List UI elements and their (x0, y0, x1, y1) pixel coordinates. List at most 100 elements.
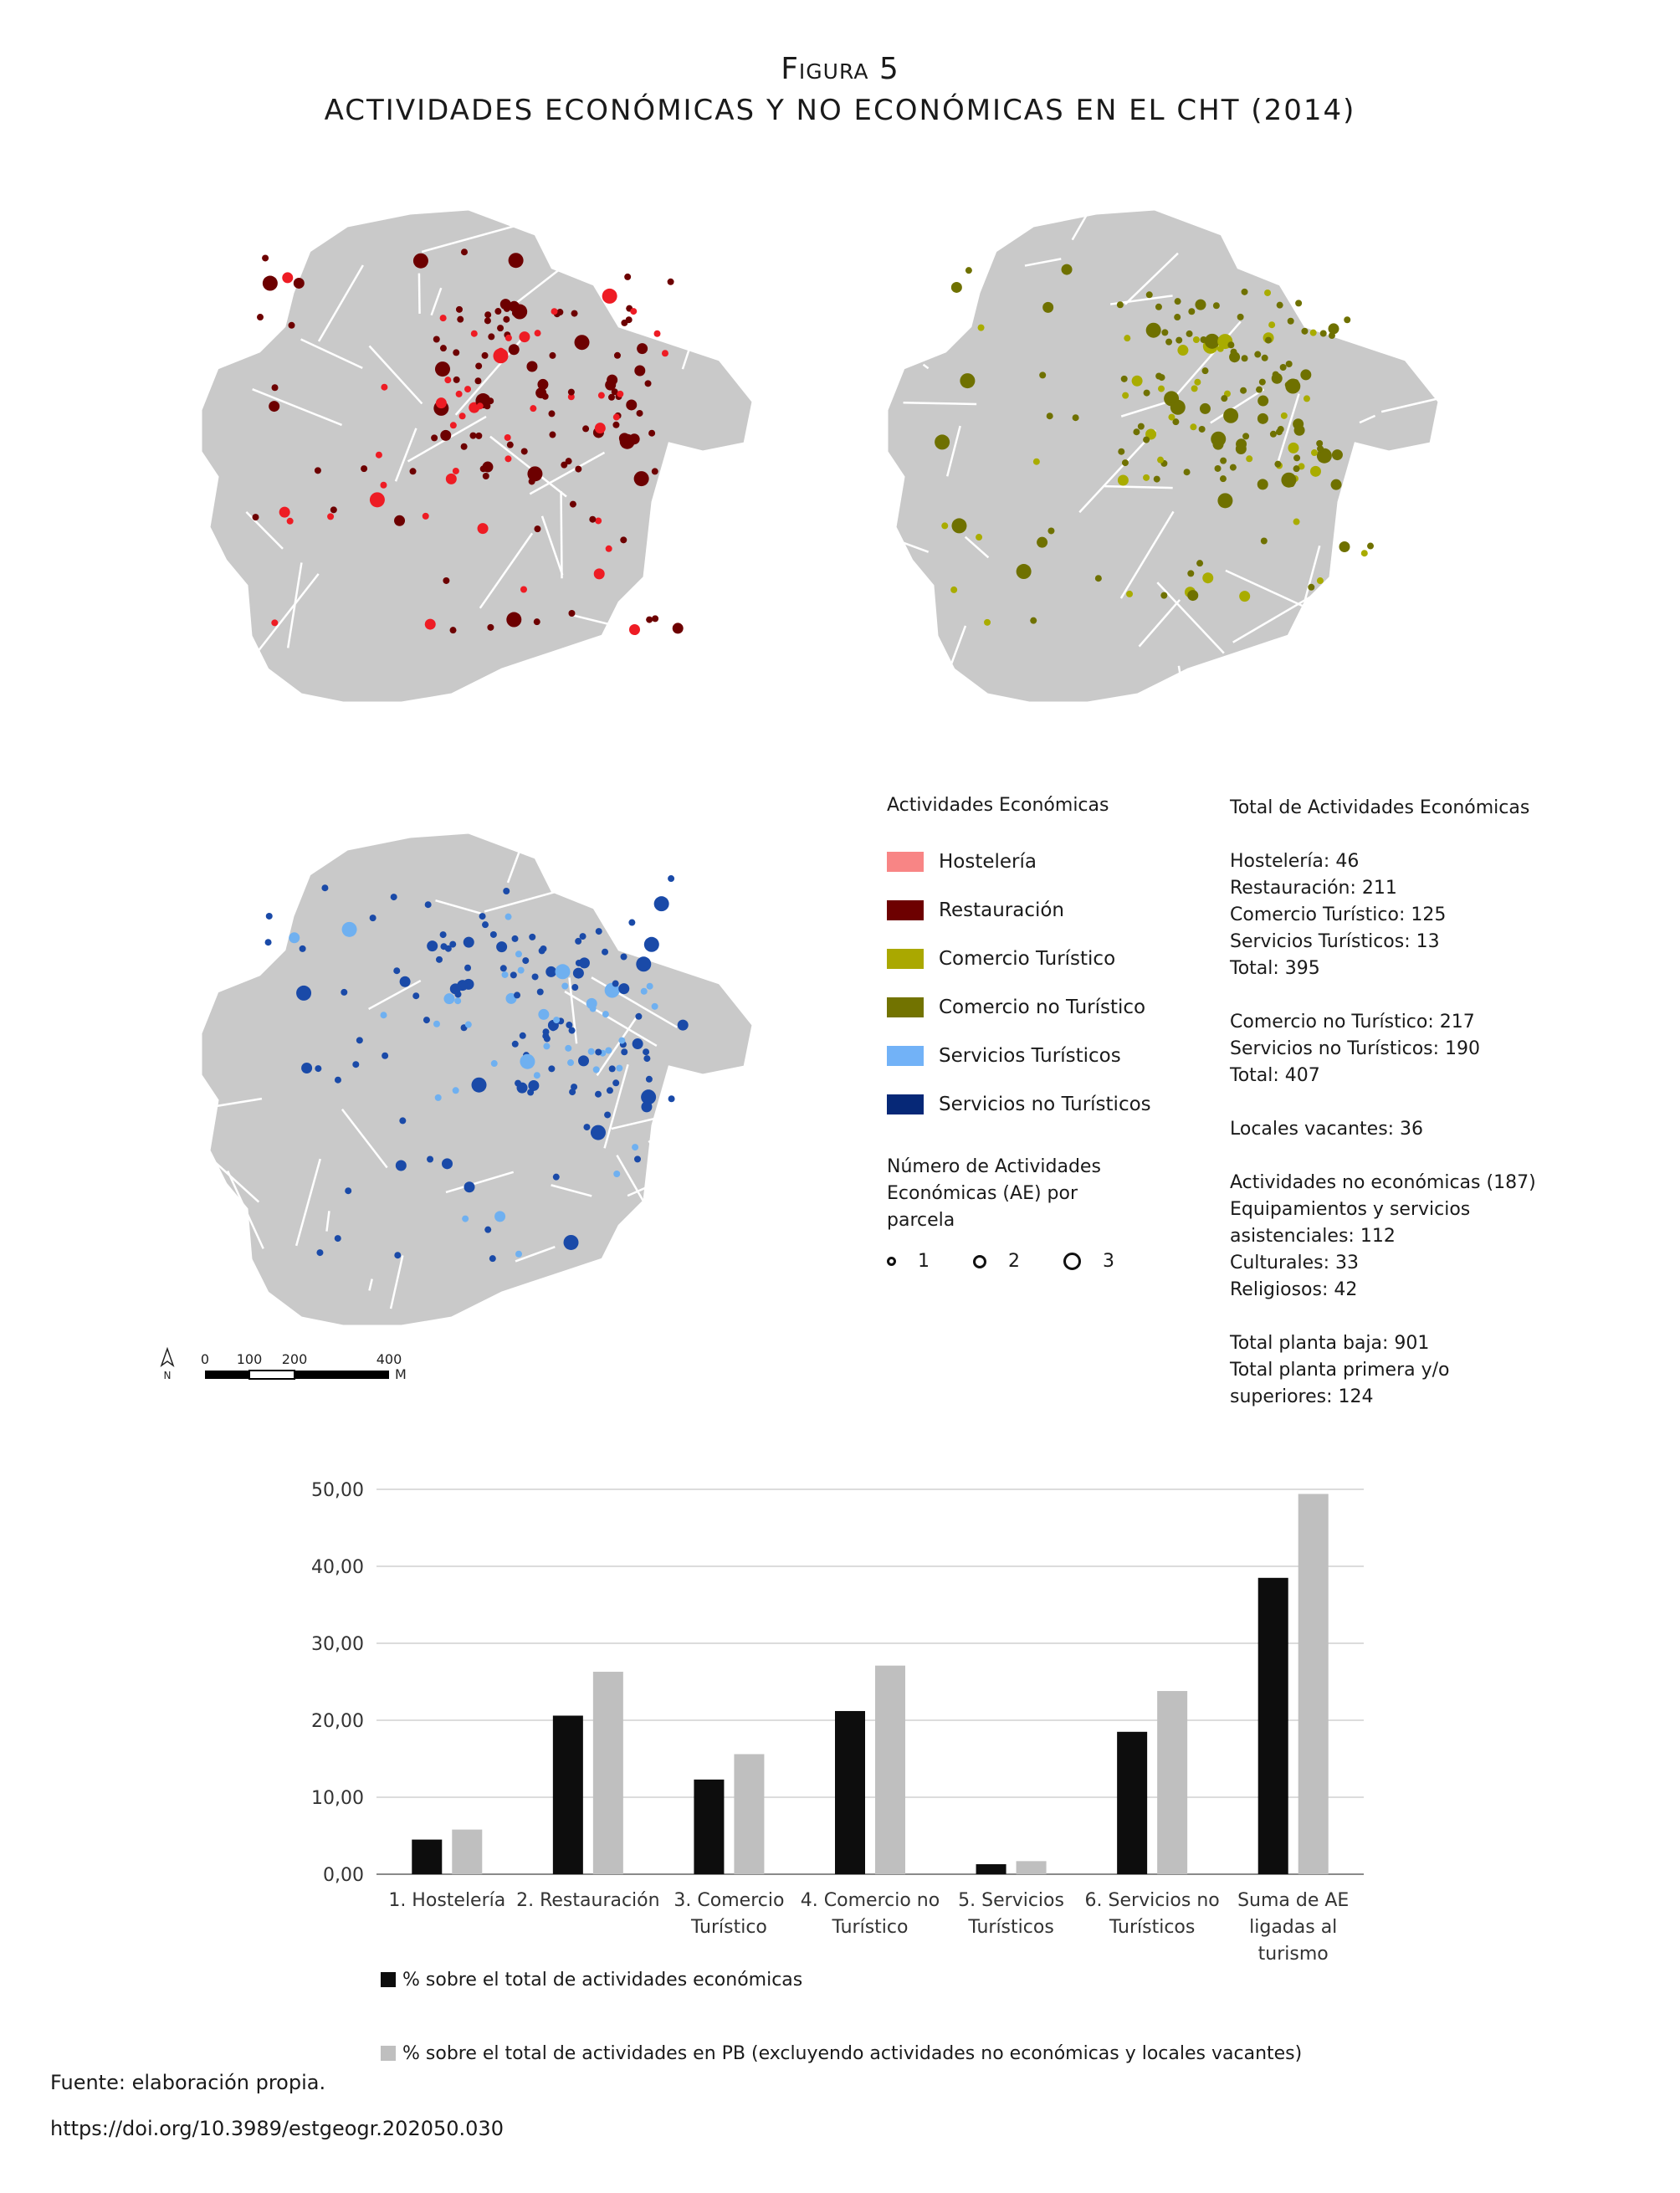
activity-dot (620, 953, 627, 961)
activity-dot (1198, 425, 1206, 433)
totals-line: Comercio Turístico: 125 (1230, 904, 1447, 925)
activity-dot (463, 936, 474, 948)
activity-dot (1061, 264, 1073, 275)
bar-series-1 (694, 1779, 725, 1874)
map-base (199, 208, 755, 705)
activity-dot (1328, 323, 1339, 335)
street-line (1156, 582, 1225, 654)
activity-dot (412, 253, 428, 269)
activity-dot (299, 945, 306, 952)
activity-dot (1287, 317, 1294, 325)
activity-dot (528, 1079, 540, 1091)
x-tick-label: 1. Hostelería (388, 1890, 505, 1911)
figure-title: ACTIVIDADES ECONÓMICAS Y NO ECONÓMICAS E… (324, 94, 1356, 127)
activity-dot (1143, 389, 1150, 397)
legend-swatch (887, 900, 924, 920)
activity-dot (630, 308, 638, 315)
activity-dot (1143, 474, 1150, 481)
activity-dot (572, 967, 584, 979)
activity-dot (505, 334, 512, 341)
legend-label: Comercio Turístico (939, 948, 1116, 970)
activity-dot (477, 523, 489, 535)
legend-label: Hostelería (939, 851, 1037, 873)
activity-dot (594, 1090, 602, 1098)
activity-dot (427, 940, 438, 952)
street-line (234, 643, 254, 704)
activity-dot (496, 941, 508, 953)
activity-dot (1211, 431, 1227, 447)
activity-dot (1268, 321, 1276, 329)
activity-dot (1239, 591, 1251, 602)
activity-dot (568, 609, 576, 617)
street-line (1078, 429, 1157, 514)
activity-dot (393, 967, 401, 975)
y-tick-label: 20,00 (311, 1711, 364, 1732)
activity-dot (341, 921, 357, 937)
street-line (1304, 545, 1321, 602)
activity-dot (1293, 454, 1301, 462)
totals-group-2: Comercio no Turístico: 217 Servicios no … (1230, 1009, 1565, 1089)
activity-dot (1047, 527, 1055, 535)
activity-dot (667, 278, 674, 285)
legend-item-hosteleria: Hostelería (887, 838, 1222, 886)
street-line (184, 1097, 263, 1113)
activity-dot (515, 1250, 523, 1258)
activity-dot (436, 956, 443, 963)
activity-dot (641, 1089, 657, 1105)
bar-series-2 (452, 1829, 483, 1874)
street-line (551, 1184, 592, 1197)
scale-tick-label: 400 (376, 1351, 402, 1367)
activity-dot (589, 515, 597, 523)
street-line (1225, 569, 1317, 613)
activity-dot (1246, 455, 1253, 463)
activity-dot (506, 441, 514, 448)
bar-series-2 (1157, 1691, 1188, 1874)
activity-dot (616, 1064, 623, 1072)
activity-dot (1367, 542, 1375, 550)
figure-label: Figura 5 (781, 52, 899, 86)
street-line (930, 625, 967, 717)
activity-dot (534, 525, 541, 533)
street-line (922, 363, 930, 370)
activity-dot (515, 1079, 522, 1087)
size-label: 2 (1008, 1251, 1020, 1272)
activity-dot (618, 1037, 626, 1044)
activity-dot (1190, 423, 1197, 431)
activity-dot (293, 277, 305, 289)
activity-dot (262, 254, 269, 262)
activity-dot (471, 1077, 487, 1093)
activity-dot (1204, 333, 1220, 349)
activity-dot (1126, 590, 1134, 597)
size-label: 1 (918, 1251, 930, 1272)
activity-dot (561, 461, 568, 469)
bar-chart: 0,00 10,00 20,00 30,00 40,00 50,00 1. Hosteler… (311, 1480, 1364, 1965)
activity-dot (490, 1060, 498, 1068)
activity-dot (571, 1084, 578, 1091)
activity-dot (504, 433, 511, 441)
street-line (597, 867, 656, 904)
activity-dot (617, 390, 624, 397)
activity-dot (552, 1173, 560, 1181)
activity-dot (553, 1017, 561, 1024)
scale-bar: N 0 100 200 400 M (160, 1347, 407, 1382)
activity-dot (479, 465, 487, 473)
activity-dot (1165, 338, 1173, 346)
totals-line: Servicios no Turísticos: 190 (1230, 1038, 1481, 1059)
activity-dot (1227, 341, 1235, 349)
bar-series-2 (592, 1672, 623, 1874)
doi-link[interactable]: https://doi.org/10.3989/estgeogr.202050.… (50, 2117, 504, 2140)
legend-item-comercio-no-turistico: Comercio no Turístico (887, 983, 1222, 1032)
totals-line: asistenciales: 112 (1230, 1226, 1396, 1247)
activity-dot (1339, 541, 1350, 552)
chart-legend: % sobre el total de actividades económic… (381, 1966, 1302, 2067)
activity-dot (369, 492, 385, 508)
activity-dot (529, 933, 536, 940)
activity-dot (431, 434, 438, 442)
activity-dot (626, 399, 638, 411)
activity-dot (950, 281, 962, 293)
activity-dot (424, 901, 432, 909)
activity-dot (567, 388, 575, 396)
street-line (252, 388, 343, 427)
activity-dot (1293, 465, 1300, 473)
activity-dot (470, 330, 478, 337)
